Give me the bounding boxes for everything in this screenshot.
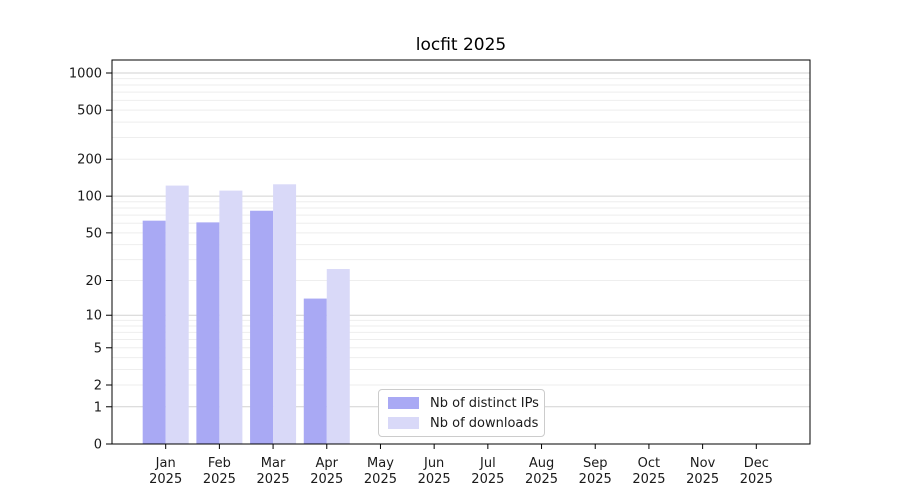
legend: Nb of distinct IPs Nb of downloads	[378, 389, 545, 437]
chart-title: locfit 2025	[415, 35, 507, 55]
x-tick-label-month: Jan	[155, 456, 176, 471]
legend-label-downloads: Nb of downloads	[430, 415, 539, 431]
x-tick-label-month: Nov	[690, 456, 716, 471]
bar-downloads-jan	[165, 185, 189, 444]
legend-item-distinct-ips: Nb of distinct IPs	[388, 396, 539, 411]
y-tick-label: 200	[77, 153, 102, 168]
x-tick-label-year: 2025	[471, 472, 504, 487]
x-tick-label-month: Feb	[208, 456, 231, 471]
bar-distinct-ips-feb	[196, 222, 220, 444]
y-tick-label: 10	[85, 309, 102, 324]
x-tick-label-month: Dec	[744, 456, 769, 471]
x-tick-label-year: 2025	[686, 472, 719, 487]
legend-swatch-downloads	[388, 417, 419, 429]
x-tick-label-year: 2025	[364, 472, 397, 487]
y-tick-label: 50	[85, 226, 102, 241]
y-tick-label: 0	[94, 438, 102, 453]
y-tick-label: 1	[94, 400, 102, 415]
legend-item-downloads: Nb of downloads	[388, 415, 539, 431]
y-tick-label: 1000	[69, 67, 102, 82]
x-tick-label-year: 2025	[579, 472, 612, 487]
x-tick-label-year: 2025	[632, 472, 665, 487]
x-tick-label-month: Mar	[261, 456, 286, 471]
x-tick-label-month: Aug	[529, 456, 554, 471]
plot-border	[111, 59, 811, 445]
y-tick-label: 500	[77, 104, 102, 119]
y-tick-label: 20	[85, 274, 102, 289]
x-tick-label-year: 2025	[257, 472, 290, 487]
y-tick-label: 2	[94, 379, 102, 394]
x-tick-label-year: 2025	[740, 472, 773, 487]
y-tick-label: 100	[77, 190, 102, 205]
y-tick-label: 5	[94, 341, 102, 356]
x-tick-label-month: Apr	[316, 456, 339, 471]
x-tick-label-year: 2025	[149, 472, 182, 487]
bar-downloads-mar	[273, 184, 297, 444]
x-tick-label-month: May	[367, 456, 394, 471]
legend-swatch-distinct-ips	[388, 397, 419, 409]
bar-downloads-apr	[326, 269, 350, 444]
x-tick-label-month: Sep	[583, 456, 608, 471]
x-tick-label-month: Jul	[479, 456, 496, 471]
legend-label-distinct-ips: Nb of distinct IPs	[430, 395, 539, 411]
x-tick-label-month: Oct	[638, 456, 660, 471]
x-tick-label-year: 2025	[310, 472, 343, 487]
x-tick-label-year: 2025	[525, 472, 558, 487]
bar-downloads-feb	[219, 190, 243, 444]
x-tick-label-year: 2025	[203, 472, 236, 487]
bar-distinct-ips-mar	[250, 210, 274, 444]
bar-distinct-ips-jan	[142, 220, 166, 444]
x-tick-label-year: 2025	[418, 472, 451, 487]
bar-distinct-ips-apr	[303, 298, 327, 444]
x-tick-label-month: Jun	[423, 456, 444, 471]
